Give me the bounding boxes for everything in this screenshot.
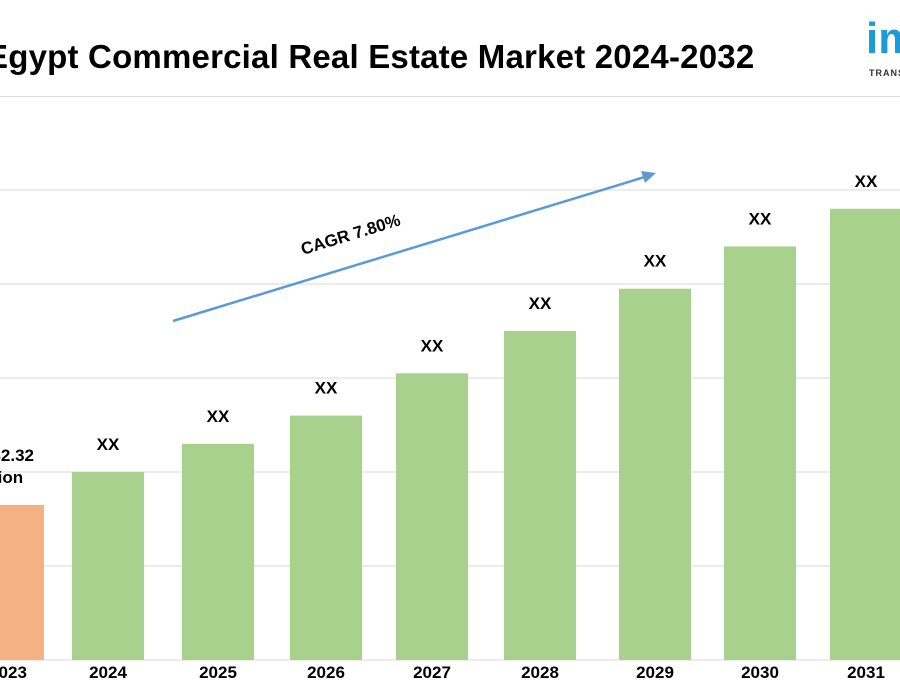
data-label-2026: XX [315, 379, 338, 398]
data-label-2023: 332.32 [0, 446, 34, 465]
x-tick-2031: 2031 [847, 663, 885, 682]
bar-2025 [182, 443, 254, 660]
bars [0, 208, 900, 661]
bar-2029 [619, 288, 691, 660]
cagr-trend-arrow [172, 174, 649, 323]
imarc-logo: imarc TRANSFORMING IDEAS INTO IMPACT [866, 14, 900, 84]
chart-title: Egypt Commercial Real Estate Market 2024… [0, 38, 755, 75]
cagr-label: CAGR 7.80% [299, 211, 403, 259]
x-tick-2028: 2028 [521, 663, 559, 682]
data-label-2025: XX [207, 407, 230, 426]
data-label-2027: XX [421, 336, 444, 355]
title-divider [0, 96, 900, 97]
x-tick-2029: 2029 [636, 663, 674, 682]
data-labels: 332.32 lion XX XX XX XX XX XX XX XX [0, 172, 878, 487]
bar-2030 [724, 246, 796, 660]
data-label-2030: XX [749, 209, 772, 228]
data-label-2023: lion [0, 468, 23, 487]
x-tick-2030: 2030 [741, 663, 779, 682]
logo-wordmark: imarc [866, 14, 900, 63]
cagr-annotation: CAGR 7.80% [172, 171, 656, 323]
bar-2023 [0, 504, 44, 660]
bar-2024 [72, 472, 144, 660]
data-label-2028: XX [529, 294, 552, 313]
x-tick-2024: 2024 [89, 663, 127, 682]
x-tick-2023: 2023 [0, 663, 27, 682]
data-label-2029: XX [644, 252, 667, 271]
x-tick-labels: 2023 2024 2025 2026 2027 2028 2029 2030 2031 [0, 663, 885, 682]
x-tick-2025: 2025 [199, 663, 237, 682]
cagr-arrow-head [641, 171, 656, 183]
bar-2027 [396, 373, 468, 660]
logo-tagline: TRANSFORMING IDEAS INTO IMPACT [869, 68, 900, 78]
x-tick-2026: 2026 [307, 663, 345, 682]
x-tick-2027: 2027 [413, 663, 451, 682]
bar-2028 [504, 331, 576, 660]
bar-2026 [290, 415, 362, 660]
data-label-2024: XX [97, 435, 120, 454]
bar-2031 [830, 208, 900, 661]
data-label-2031: XX [855, 172, 878, 191]
